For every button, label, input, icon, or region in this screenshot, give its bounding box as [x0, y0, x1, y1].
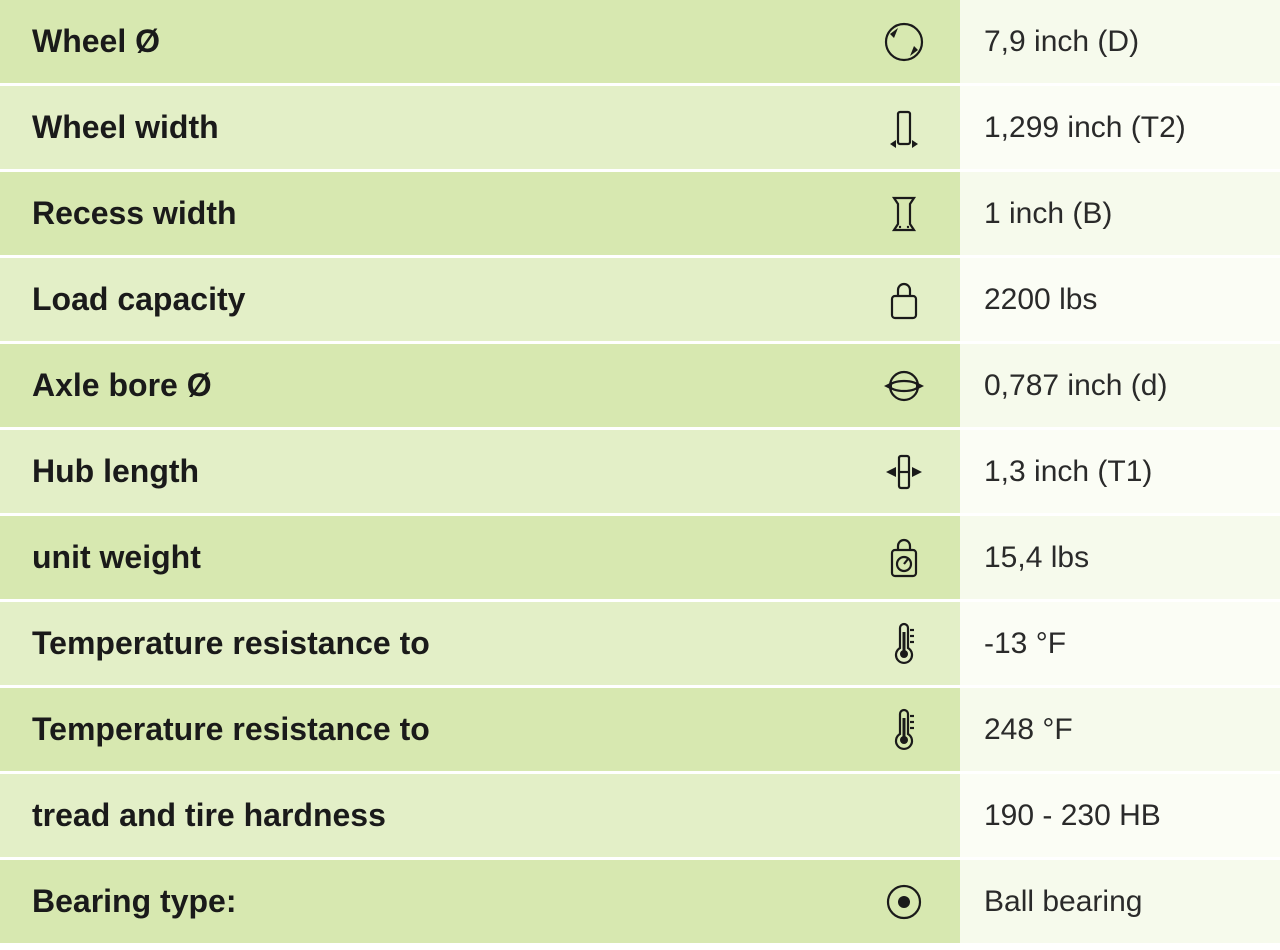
table-row: Bearing type: Ball bearing: [0, 860, 1280, 946]
spec-value: 248 °F: [960, 688, 1280, 774]
spec-value: 1 inch (B): [960, 172, 1280, 258]
spec-value: 190 - 230 HB: [960, 774, 1280, 860]
hub-length-icon: [876, 444, 932, 500]
spec-label: tread and tire hardness: [32, 797, 386, 834]
spec-label: Temperature resistance to: [32, 625, 430, 662]
spec-label: Wheel Ø: [32, 23, 160, 60]
spec-label: Axle bore Ø: [32, 367, 212, 404]
spec-label: Load capacity: [32, 281, 245, 318]
table-row: unit weight 15,4 lbs: [0, 516, 1280, 602]
label-cell: Bearing type:: [0, 860, 960, 946]
spec-label: Wheel width: [32, 109, 219, 146]
width-icon: [876, 100, 932, 156]
label-cell: Load capacity: [0, 258, 960, 344]
table-row: Hub length 1,3 inch (T1): [0, 430, 1280, 516]
label-cell: Temperature resistance to: [0, 602, 960, 688]
spec-label: Recess width: [32, 195, 237, 232]
label-cell: Wheel Ø: [0, 0, 960, 86]
spec-table: Wheel Ø 7,9 inch (D) Wheel width 1,299 i…: [0, 0, 1280, 946]
label-cell: Wheel width: [0, 86, 960, 172]
table-row: Recess width 1 inch (B): [0, 172, 1280, 258]
spec-value: Ball bearing: [960, 860, 1280, 946]
recess-icon: [876, 186, 932, 242]
spec-value: 7,9 inch (D): [960, 0, 1280, 86]
label-cell: unit weight: [0, 516, 960, 602]
diameter-icon: [876, 14, 932, 70]
label-cell: Temperature resistance to: [0, 688, 960, 774]
spec-value: -13 °F: [960, 602, 1280, 688]
bearing-icon: [876, 874, 932, 930]
spec-table-body: Wheel Ø 7,9 inch (D) Wheel width 1,299 i…: [0, 0, 1280, 946]
spec-value: 2200 lbs: [960, 258, 1280, 344]
label-cell: tread and tire hardness: [0, 774, 960, 860]
label-cell: Axle bore Ø: [0, 344, 960, 430]
table-row: Temperature resistance to 248 °F: [0, 688, 1280, 774]
spec-label: Hub length: [32, 453, 199, 490]
table-row: Load capacity 2200 lbs: [0, 258, 1280, 344]
spec-label: Temperature resistance to: [32, 711, 430, 748]
table-row: Axle bore Ø 0,787 inch (d): [0, 344, 1280, 430]
unit-weight-icon: [876, 530, 932, 586]
spec-value: 15,4 lbs: [960, 516, 1280, 602]
bore-icon: [876, 358, 932, 414]
table-row: Wheel width 1,299 inch (T2): [0, 86, 1280, 172]
spec-value: 1,299 inch (T2): [960, 86, 1280, 172]
thermometer-icon: [876, 616, 932, 672]
table-row: Temperature resistance to -13 °F: [0, 602, 1280, 688]
table-row: tread and tire hardness 190 - 230 HB: [0, 774, 1280, 860]
table-row: Wheel Ø 7,9 inch (D): [0, 0, 1280, 86]
spec-label: unit weight: [32, 539, 201, 576]
label-cell: Hub length: [0, 430, 960, 516]
spec-value: 0,787 inch (d): [960, 344, 1280, 430]
spec-label: Bearing type:: [32, 883, 236, 920]
thermometer-icon: [876, 702, 932, 758]
spec-value: 1,3 inch (T1): [960, 430, 1280, 516]
blank-icon: [876, 788, 932, 844]
weight-icon: [876, 272, 932, 328]
label-cell: Recess width: [0, 172, 960, 258]
